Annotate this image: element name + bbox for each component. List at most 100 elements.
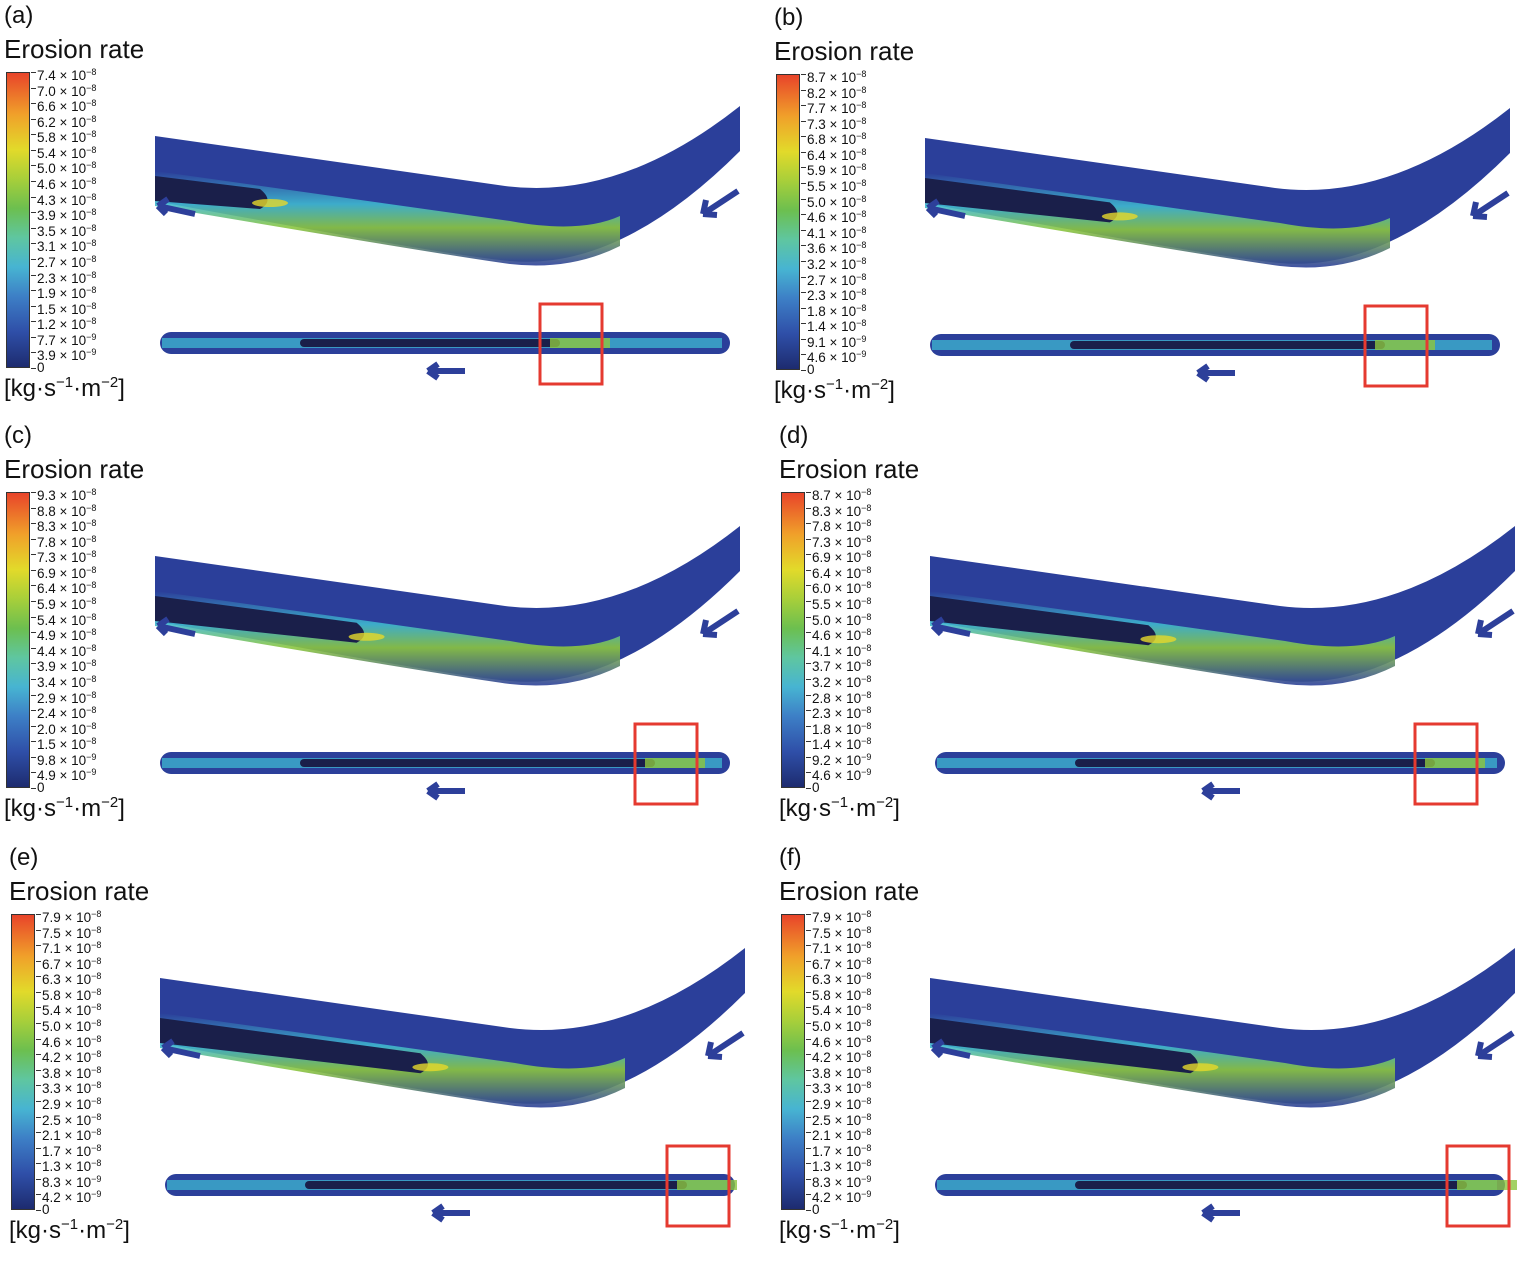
- colorbar-tick-label: 1.3 × 10−8: [42, 1156, 101, 1174]
- tick-mantissa: 4.2 × 10: [812, 1190, 862, 1206]
- colorbar-tick-label: 9.1 × 10−9: [807, 332, 866, 350]
- colorbar-tick: [36, 1100, 41, 1102]
- colorbar-tick-label: 1.3 × 10−8: [812, 1156, 871, 1174]
- colorbar-tick: [31, 227, 36, 229]
- tick-mantissa: 2.9 × 10: [37, 690, 87, 706]
- tick-exponent: −9: [86, 751, 97, 762]
- colorbar-tick: [31, 601, 36, 603]
- colorbar-tick-label: 2.7 × 10−8: [807, 270, 866, 288]
- colorbar-tick: [806, 1085, 811, 1087]
- flow-arrow-straight: [1201, 781, 1240, 801]
- colorbar-tick-label: 3.6 × 10−8: [807, 238, 866, 256]
- tick-exponent: −8: [856, 193, 867, 204]
- tick-exponent: −8: [861, 940, 872, 951]
- colorbar-tick: [36, 1007, 41, 1009]
- tick-exponent: −8: [86, 502, 97, 513]
- colorbar-tick: [31, 87, 36, 89]
- tick-mantissa: 8.3 × 10: [37, 519, 87, 535]
- colorbar-tick-label: 4.6 × 10−9: [812, 765, 871, 783]
- colorbar-tick-label: 5.9 × 10−8: [807, 160, 866, 178]
- colorbar-tick: [801, 105, 806, 107]
- tick-mantissa: 4.1 × 10: [807, 225, 857, 241]
- bent-pipe-view: [155, 526, 740, 686]
- tick-exponent: −8: [86, 627, 97, 638]
- tick-mantissa: 4.6 × 10: [37, 177, 87, 193]
- tick-exponent: −9: [856, 333, 867, 344]
- colorbar-tick-label: 7.0 × 10−8: [37, 81, 96, 99]
- colorbar-tick-label: 6.4 × 10−8: [37, 578, 96, 596]
- tick-exponent: −8: [861, 580, 872, 591]
- colorbar-tick-label: 0: [42, 1203, 50, 1217]
- colorbar-tick: [36, 1210, 41, 1211]
- tick-exponent: −8: [86, 207, 97, 218]
- colorbar-tick: [801, 307, 806, 309]
- tick-mantissa: 1.7 × 10: [812, 1143, 862, 1159]
- tick-mantissa: 4.2 × 10: [812, 1050, 862, 1066]
- particle-free-zone: [930, 596, 1156, 646]
- colorbar-tick: [36, 1038, 41, 1040]
- tick-exponent: −8: [86, 144, 97, 155]
- colorbar-tick: [806, 1069, 811, 1071]
- erosion-hotspot: [1182, 1063, 1219, 1072]
- particle-free-zone: [155, 596, 365, 643]
- colorbar-tick: [806, 1163, 811, 1165]
- tick-exponent: −8: [856, 224, 867, 235]
- colorbar-tick-label: 4.2 × 10−8: [812, 1047, 871, 1065]
- tick-exponent: −8: [86, 113, 97, 124]
- colorbar-tick: [801, 370, 806, 371]
- colorbar-tick-label: 7.5 × 10−8: [812, 923, 871, 941]
- tick-exponent: −9: [861, 767, 872, 778]
- colorbar-tick-label: 4.4 × 10−8: [37, 641, 96, 659]
- tick-mantissa: 3.2 × 10: [812, 674, 862, 690]
- tick-exponent: −8: [91, 971, 102, 982]
- tick-exponent: −8: [861, 642, 872, 653]
- flow-arrow-inlet: [700, 608, 740, 638]
- tick-exponent: −8: [861, 1002, 872, 1013]
- colorbar-tick: [806, 694, 811, 696]
- pipe-straight-dark-zone: [1075, 759, 1435, 767]
- tick-mantissa: 7.8 × 10: [812, 519, 862, 535]
- particle-free-zone: [160, 1018, 428, 1074]
- tick-mantissa: 2.9 × 10: [812, 1096, 862, 1112]
- colorbar-tick-label: 1.2 × 10−8: [37, 314, 96, 332]
- colorbar-tick-label: 7.1 × 10−8: [42, 938, 101, 956]
- tick-mantissa: 6.3 × 10: [812, 972, 862, 988]
- colorbar: [6, 492, 30, 788]
- tick-exponent: −8: [861, 1049, 872, 1060]
- tick-exponent: −8: [861, 549, 872, 560]
- colorbar-tick-label: 3.2 × 10−8: [807, 254, 866, 272]
- tick-mantissa: 5.9 × 10: [37, 597, 87, 613]
- colorbar-tick: [801, 338, 806, 340]
- tick-exponent: −8: [861, 1095, 872, 1106]
- tick-exponent: −8: [861, 1158, 872, 1169]
- tick-exponent: −9: [861, 1173, 872, 1184]
- tick-mantissa: 8.7 × 10: [807, 70, 857, 85]
- colorbar-tick-label: 4.1 × 10−8: [812, 641, 871, 659]
- tick-exponent: −8: [91, 1142, 102, 1153]
- colorbar-tick-label: 4.6 × 10−8: [37, 174, 96, 192]
- pipe-straight-dark-zone: [1070, 341, 1385, 349]
- tick-mantissa: 6.4 × 10: [37, 581, 87, 597]
- tick-mantissa: 8.2 × 10: [807, 85, 857, 101]
- colorbar-tick-label: 9.2 × 10−9: [812, 750, 871, 768]
- tick-mantissa: 5.4 × 10: [812, 1003, 862, 1019]
- colorbar-tick: [31, 321, 36, 323]
- tick-mantissa: 4.3 × 10: [37, 192, 87, 208]
- colorbar-tick-label: 6.7 × 10−8: [812, 954, 871, 972]
- tick-mantissa: 6.8 × 10: [807, 132, 857, 148]
- tick-mantissa: 7.7 × 10: [37, 332, 87, 348]
- colorbar-tick: [31, 741, 36, 743]
- pipe-straight-dark-zone: [305, 1181, 687, 1189]
- colorbar-tick: [806, 601, 811, 603]
- tick-exponent: −8: [91, 955, 102, 966]
- colorbar-tick: [31, 772, 36, 774]
- tick-mantissa: 2.1 × 10: [42, 1128, 92, 1144]
- colorbar-tick-label: 6.7 × 10−8: [42, 954, 101, 972]
- colorbar-tick: [806, 788, 811, 789]
- highlight-box: [1413, 722, 1479, 806]
- tick-exponent: −8: [856, 240, 867, 251]
- tick-mantissa: 7.9 × 10: [42, 910, 92, 925]
- tick-exponent: −8: [861, 502, 872, 513]
- colorbar-tick: [31, 368, 36, 369]
- tick-exponent: −8: [856, 162, 867, 173]
